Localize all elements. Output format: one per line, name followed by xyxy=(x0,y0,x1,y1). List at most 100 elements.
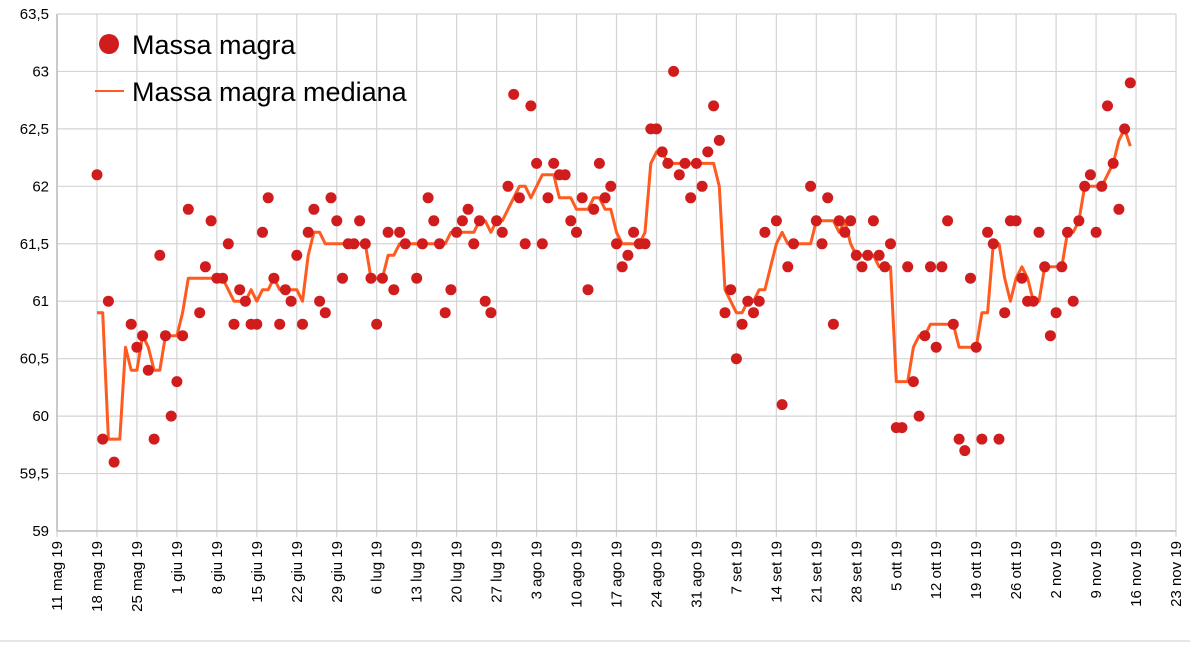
data-point xyxy=(1073,215,1085,227)
data-point xyxy=(879,261,891,273)
data-point xyxy=(108,456,120,468)
data-point xyxy=(925,261,936,273)
data-point xyxy=(262,192,274,204)
data-point xyxy=(279,284,291,296)
x-tick-label: 3 ago 19 xyxy=(529,541,546,599)
data-point xyxy=(1096,180,1108,192)
data-point xyxy=(394,226,406,238)
data-point xyxy=(479,295,491,307)
data-point xyxy=(462,203,474,215)
data-point xyxy=(325,192,337,204)
data-point xyxy=(565,215,577,227)
data-point xyxy=(896,422,908,434)
x-tick-label: 29 giu 19 xyxy=(329,541,346,603)
data-point xyxy=(416,238,428,250)
data-point xyxy=(1113,203,1125,215)
data-point xyxy=(839,226,851,238)
data-point xyxy=(239,295,251,307)
data-point xyxy=(1016,272,1028,284)
data-point xyxy=(297,318,308,330)
data-point xyxy=(1050,307,1062,319)
data-point xyxy=(673,169,685,181)
x-tick-label: 16 nov 19 xyxy=(1128,541,1145,607)
data-point xyxy=(987,238,999,250)
x-tick-label: 9 nov 19 xyxy=(1088,541,1105,599)
data-point xyxy=(970,341,982,353)
data-point xyxy=(976,433,988,445)
data-point xyxy=(359,238,371,250)
data-point xyxy=(165,410,177,422)
data-point xyxy=(611,238,622,250)
data-point xyxy=(1102,100,1113,112)
data-point xyxy=(730,353,742,365)
data-point xyxy=(177,330,189,342)
x-tick-label: 5 ott 19 xyxy=(888,541,905,591)
data-point xyxy=(365,272,377,284)
y-axis-ticks: 59 59,5 60 60,5 61 61,5 62 62,5 63 63,5 xyxy=(20,6,49,540)
data-point xyxy=(251,318,263,330)
data-point xyxy=(308,203,320,215)
data-point xyxy=(953,433,965,445)
median-line xyxy=(97,127,1132,441)
data-point xyxy=(685,192,697,204)
x-tick-label: 21 set 19 xyxy=(808,541,825,603)
data-point xyxy=(1124,77,1136,89)
data-point xyxy=(713,134,725,146)
x-tick-label: 23 nov 19 xyxy=(1168,541,1185,607)
data-point xyxy=(131,341,143,353)
data-point xyxy=(411,272,423,284)
x-tick-label: 24 ago 19 xyxy=(648,541,665,608)
data-point xyxy=(913,410,925,422)
data-point xyxy=(148,433,160,445)
data-point xyxy=(907,376,919,388)
data-point xyxy=(930,341,942,353)
data-point xyxy=(593,157,605,169)
x-tick-label: 2 nov 19 xyxy=(1048,541,1065,599)
data-point xyxy=(371,318,383,330)
data-point xyxy=(559,169,571,181)
data-point xyxy=(885,238,896,250)
y-tick-label: 60,5 xyxy=(20,351,49,368)
data-point xyxy=(936,261,948,273)
data-point xyxy=(182,203,194,215)
data-point xyxy=(508,88,520,100)
data-point xyxy=(1119,123,1131,135)
legend-marker-dot xyxy=(99,34,119,54)
data-point xyxy=(873,249,885,261)
data-point xyxy=(445,284,457,296)
data-point xyxy=(331,215,343,227)
data-point xyxy=(337,272,348,284)
data-point xyxy=(719,307,731,319)
data-point xyxy=(782,261,794,273)
x-tick-label: 31 ago 19 xyxy=(688,541,705,608)
x-tick-label: 10 ago 19 xyxy=(569,541,586,608)
data-point xyxy=(919,330,931,342)
data-point xyxy=(639,238,651,250)
data-point xyxy=(548,157,560,169)
x-tick-label: 26 ott 19 xyxy=(1008,541,1025,599)
data-point xyxy=(137,330,149,342)
data-point xyxy=(605,180,617,192)
x-tick-label: 27 lug 19 xyxy=(489,541,506,603)
y-tick-label: 60 xyxy=(32,408,49,425)
data-point xyxy=(399,238,411,250)
y-tick-label: 63 xyxy=(32,63,49,80)
data-point xyxy=(439,307,451,319)
y-tick-label: 62 xyxy=(32,178,49,195)
data-point xyxy=(576,192,588,204)
data-point xyxy=(474,215,485,227)
data-point xyxy=(588,203,600,215)
data-point xyxy=(788,238,799,250)
data-point xyxy=(536,238,548,250)
legend-label-massa-magra-mediana: Massa magra mediana xyxy=(132,77,408,107)
data-point xyxy=(993,433,1005,445)
data-point xyxy=(291,249,303,261)
x-tick-label: 8 giu 19 xyxy=(209,541,226,594)
data-point xyxy=(776,399,788,411)
data-point xyxy=(91,169,103,181)
data-point xyxy=(468,238,480,250)
data-point xyxy=(268,272,280,284)
x-tick-label: 12 ott 19 xyxy=(928,541,945,599)
y-tick-label: 59,5 xyxy=(20,466,49,483)
data-point xyxy=(348,238,360,250)
